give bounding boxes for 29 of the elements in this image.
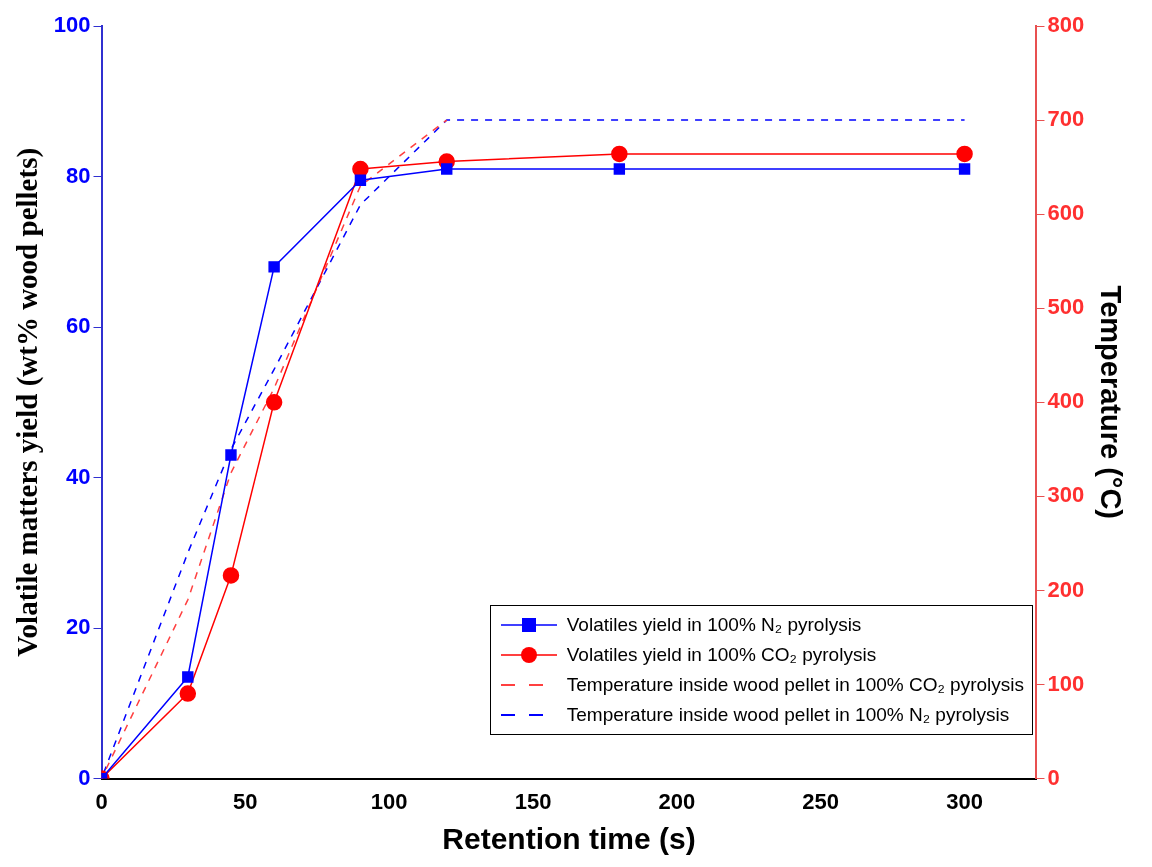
y2-tick-label: 100	[1047, 670, 1085, 696]
y-tick-label: 0	[78, 764, 91, 790]
x-axis-title: Retention time (s)	[442, 822, 696, 856]
x-tick-label: 0	[95, 788, 108, 814]
y-tick-label: 20	[66, 614, 91, 640]
y-tick-label: 80	[66, 162, 91, 188]
y2-tick-label: 0	[1047, 764, 1060, 790]
x-tick-label: 150	[514, 788, 552, 814]
y-tick-label: 100	[53, 12, 91, 38]
x-tick-label: 300	[946, 788, 983, 814]
legend-label: Temperature inside wood pellet in 100% N₂ pyrolysis	[566, 704, 1010, 726]
y2-tick-label: 200	[1047, 576, 1085, 602]
legend-label: Volatiles yield in 100% CO₂ pyrolysis	[566, 644, 877, 666]
y2-tick-label: 300	[1047, 482, 1085, 508]
y2-tick-label: 800	[1047, 12, 1085, 38]
y2-tick-label: 500	[1047, 294, 1085, 320]
legend-label: Volatiles yield in 100% N₂ pyrolysis	[566, 614, 862, 636]
x-tick-label: 100	[370, 788, 408, 814]
y2-axis-title: Temperature (°C)	[1094, 285, 1127, 520]
x-tick-label: 250	[802, 788, 840, 814]
x-tick-label: 50	[233, 788, 258, 814]
y-tick-label: 60	[66, 313, 91, 339]
y-axis-title: Volatile matters yield (wt% wood pellets)	[10, 147, 44, 657]
legend-label: Temperature inside wood pellet in 100% CO₂ pyrolysis	[566, 674, 1024, 696]
y2-tick-label: 700	[1047, 106, 1085, 132]
y2-tick-label: 600	[1047, 200, 1085, 226]
y2-tick-label: 400	[1047, 388, 1085, 414]
y-tick-label: 40	[66, 463, 91, 489]
x-tick-label: 200	[658, 788, 696, 814]
